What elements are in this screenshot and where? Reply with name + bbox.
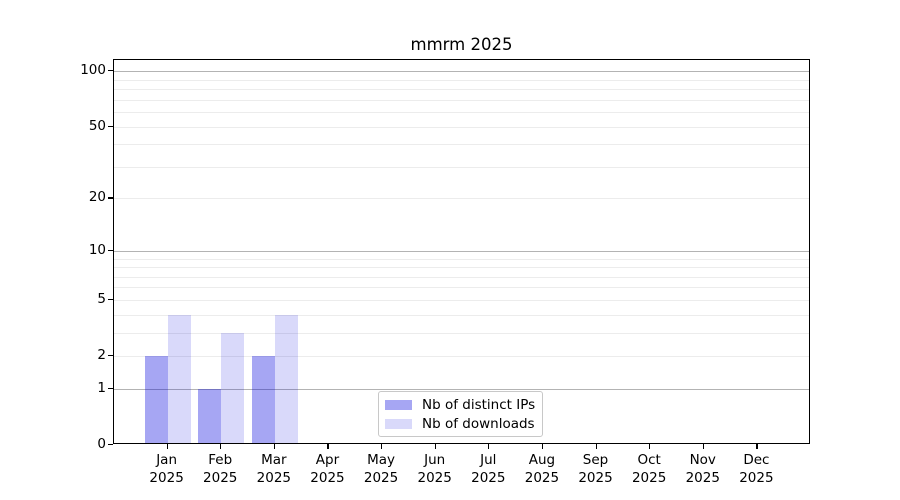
legend-swatch-downloads bbox=[385, 418, 412, 429]
minor-gridline bbox=[114, 299, 809, 301]
minor-gridline bbox=[114, 267, 809, 269]
minor-gridline bbox=[114, 79, 809, 81]
x-tick-label: Mar 2025 bbox=[256, 452, 292, 486]
x-tick-mark bbox=[541, 444, 544, 449]
x-tick-mark bbox=[220, 444, 222, 449]
x-tick-label: Apr 2025 bbox=[310, 452, 345, 486]
chart-title: mmrm 2025 bbox=[410, 35, 513, 54]
legend-item-distinct-ips: Nb of distinct IPs bbox=[385, 395, 536, 414]
major-gridline bbox=[114, 71, 809, 73]
legend-label-downloads: Nb of downloads bbox=[422, 415, 535, 432]
major-gridline bbox=[114, 250, 809, 252]
bar-downloads bbox=[167, 314, 191, 443]
x-tick-label: Jan 2025 bbox=[149, 452, 184, 486]
y-tick-mark bbox=[108, 125, 113, 127]
x-tick-label: Feb 2025 bbox=[203, 452, 238, 486]
y-tick-label: 0 bbox=[97, 436, 106, 452]
bar-distinct-ips bbox=[144, 356, 168, 443]
bar-distinct-ips bbox=[198, 388, 222, 443]
y-tick-mark bbox=[108, 298, 113, 301]
x-tick-mark bbox=[381, 444, 383, 449]
y-tick-mark bbox=[108, 70, 113, 72]
y-tick-label: 2 bbox=[97, 347, 106, 364]
minor-gridline bbox=[114, 89, 809, 91]
y-tick-mark bbox=[108, 197, 113, 199]
y-tick-label: 1 bbox=[97, 379, 106, 396]
minor-gridline bbox=[114, 332, 809, 334]
y-tick-label: 10 bbox=[88, 241, 106, 258]
x-tick-label: Aug 2025 bbox=[524, 452, 560, 486]
y-tick-mark bbox=[108, 444, 113, 446]
minor-gridline bbox=[114, 144, 809, 146]
minor-gridline bbox=[114, 99, 809, 101]
legend: Nb of distinct IPs Nb of downloads bbox=[378, 391, 543, 437]
x-tick-label: Oct 2025 bbox=[631, 452, 667, 486]
minor-gridline bbox=[114, 112, 809, 114]
x-tick-label: Jun 2025 bbox=[417, 452, 452, 486]
minor-gridline bbox=[114, 287, 809, 289]
minor-gridline bbox=[114, 166, 809, 168]
minor-gridline bbox=[114, 198, 809, 200]
x-tick-label: Dec 2025 bbox=[739, 452, 774, 486]
bar-downloads bbox=[221, 332, 245, 443]
x-tick-mark bbox=[166, 444, 168, 449]
x-tick-mark bbox=[488, 444, 490, 449]
x-tick-mark bbox=[434, 444, 436, 449]
bar-distinct-ips bbox=[251, 356, 275, 443]
x-tick-mark bbox=[327, 444, 329, 449]
legend-label-distinct-ips: Nb of distinct IPs bbox=[422, 396, 536, 413]
x-tick-label: May 2025 bbox=[363, 452, 399, 486]
y-tick-mark bbox=[108, 355, 113, 357]
minor-gridline bbox=[114, 276, 809, 278]
major-gridline bbox=[114, 388, 809, 390]
x-tick-label: Nov 2025 bbox=[685, 452, 720, 486]
y-tick-label: 50 bbox=[88, 117, 106, 134]
y-tick-label: 20 bbox=[88, 189, 106, 206]
minor-gridline bbox=[114, 356, 809, 358]
y-tick-label: 5 bbox=[97, 290, 106, 307]
x-tick-label: Sep 2025 bbox=[578, 452, 613, 486]
x-tick-mark bbox=[595, 444, 597, 449]
y-tick-label: 100 bbox=[80, 62, 106, 79]
x-tick-mark bbox=[756, 444, 758, 449]
minor-gridline bbox=[114, 258, 809, 260]
y-tick-mark bbox=[108, 387, 113, 390]
x-tick-label: Jul 2025 bbox=[471, 452, 506, 486]
x-tick-mark bbox=[702, 444, 704, 449]
x-tick-mark bbox=[649, 444, 651, 449]
bar-downloads bbox=[274, 314, 298, 443]
minor-gridline bbox=[114, 126, 809, 128]
plot-area bbox=[113, 59, 810, 444]
x-tick-mark bbox=[273, 444, 276, 449]
y-tick-mark bbox=[108, 249, 113, 251]
legend-item-downloads: Nb of downloads bbox=[385, 414, 536, 433]
legend-swatch-distinct-ips bbox=[385, 399, 412, 410]
minor-gridline bbox=[114, 314, 809, 316]
